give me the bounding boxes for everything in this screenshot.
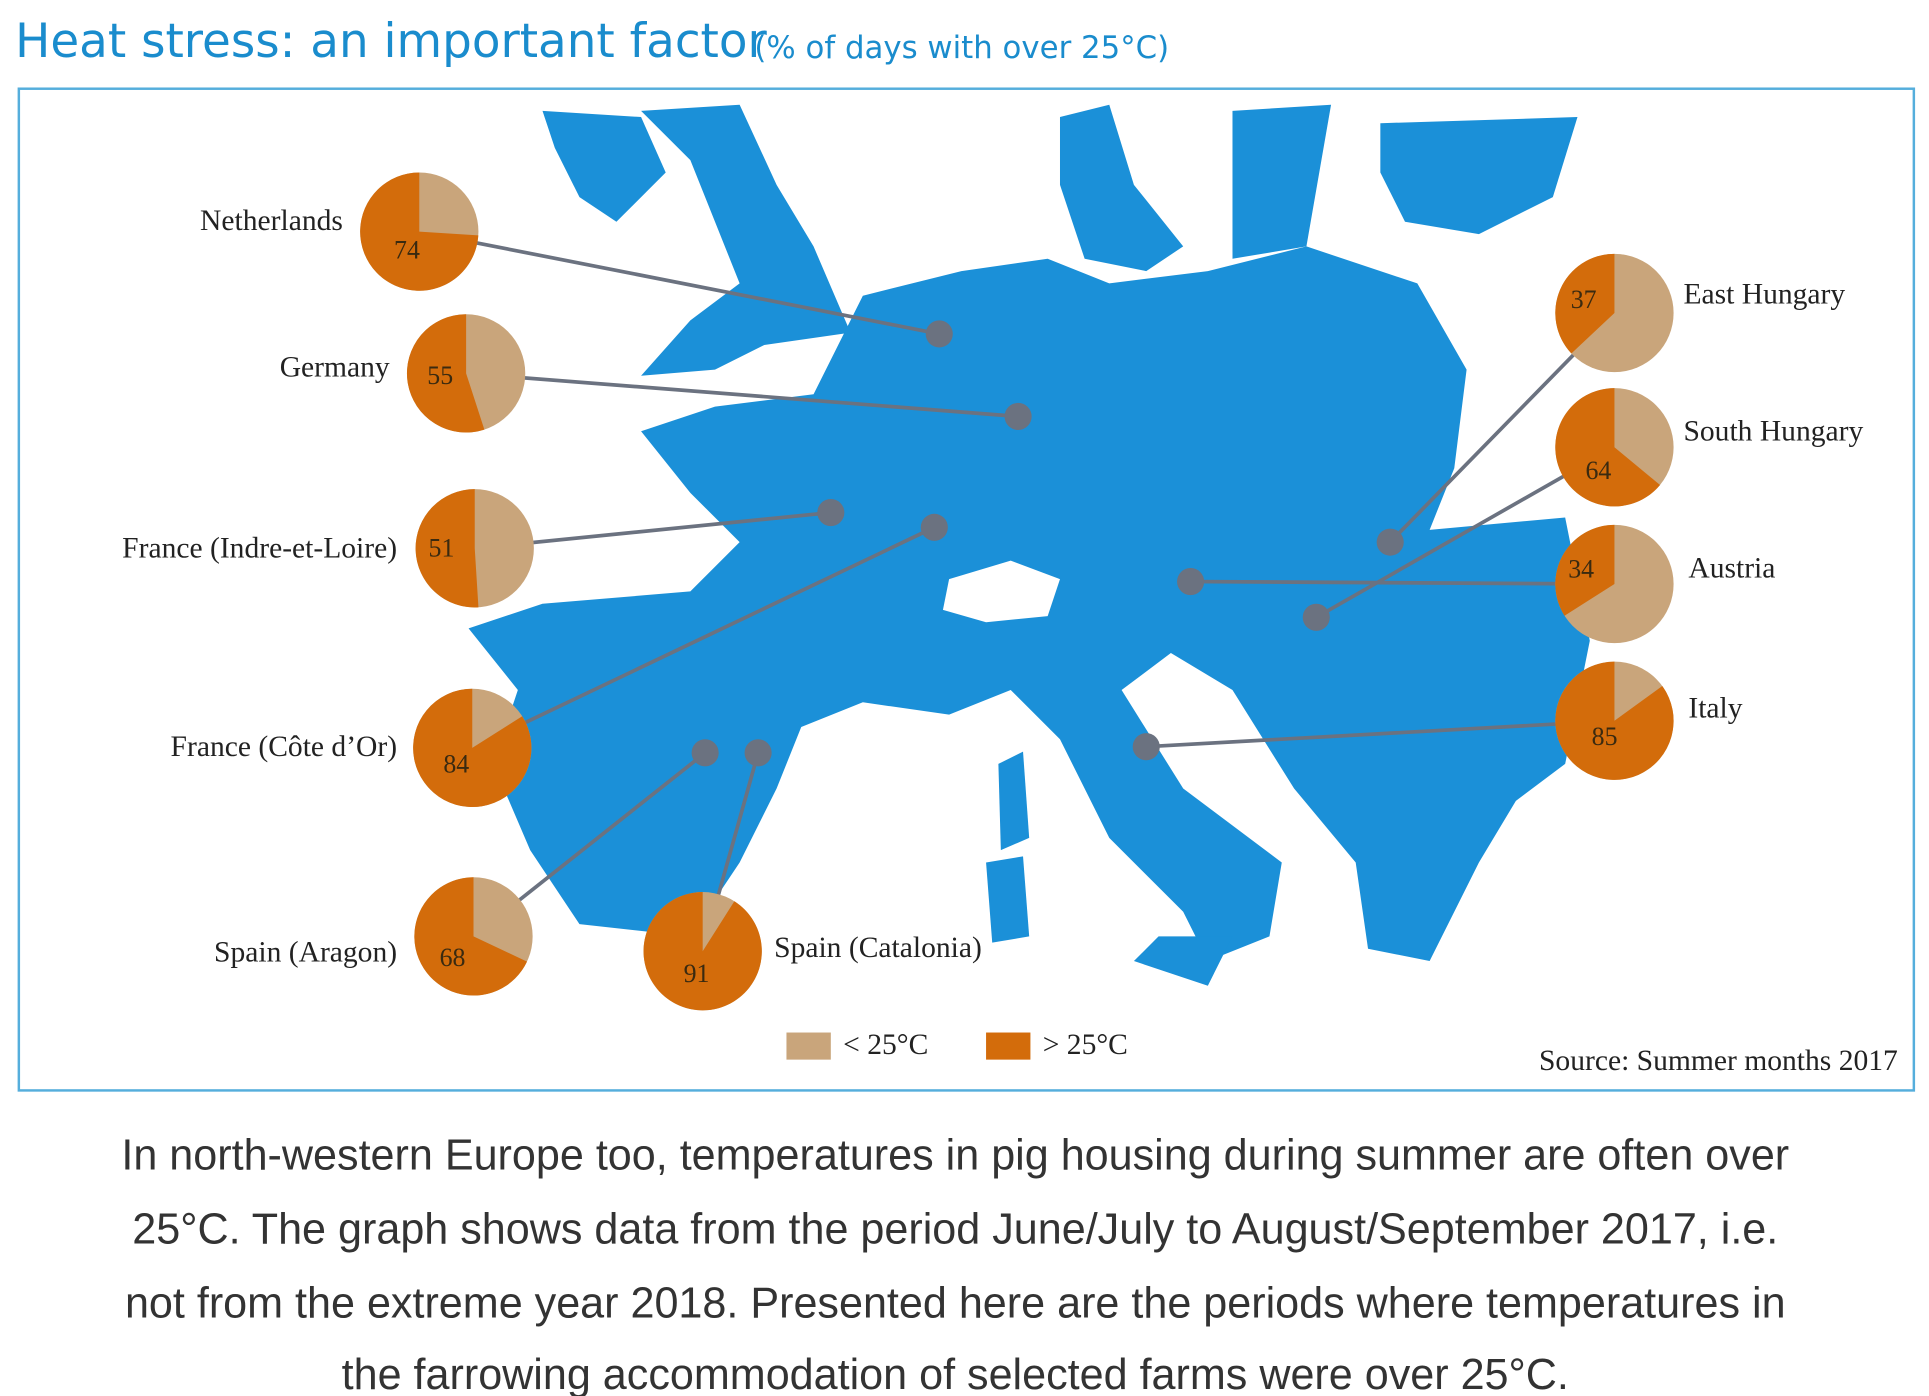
pie-label: France (Indre-et-Loire) bbox=[122, 533, 397, 565]
pie-value: 37 bbox=[1571, 285, 1597, 314]
pie-value: 51 bbox=[429, 534, 455, 563]
description-line: not from the extreme year 2018. Presente… bbox=[125, 1279, 1786, 1327]
chart-title: Heat stress: an important factor bbox=[15, 15, 767, 69]
map-dot bbox=[744, 739, 772, 767]
pie-value: 91 bbox=[684, 959, 710, 988]
pie-slice bbox=[360, 172, 479, 291]
pie-slice bbox=[414, 877, 528, 996]
pie-value: 55 bbox=[427, 361, 453, 390]
pie-value: 84 bbox=[443, 749, 469, 778]
legend: < 25°C > 25°C bbox=[786, 1029, 1128, 1061]
pie-value: 74 bbox=[394, 236, 420, 265]
map-dot bbox=[817, 499, 845, 527]
chart-subtitle: (% of days with over 25°C) bbox=[754, 30, 1169, 66]
legend-label: < 25°C bbox=[843, 1029, 928, 1061]
legend-swatch bbox=[786, 1032, 831, 1060]
map-dot bbox=[1004, 402, 1032, 431]
description-line: the farrowing accommodation of selected … bbox=[342, 1351, 1569, 1396]
map-dot bbox=[1376, 528, 1404, 556]
source: Source: Summer months 2017 bbox=[1539, 1045, 1898, 1077]
pie-label: Germany bbox=[280, 351, 390, 383]
pie-slice bbox=[413, 688, 532, 808]
description-line: 25°C. The graph shows data from the peri… bbox=[132, 1206, 1778, 1254]
pie-label: South Hungary bbox=[1683, 415, 1863, 447]
pie-slice bbox=[415, 489, 479, 608]
leader-line bbox=[474, 510, 831, 551]
pie-label: Spain (Catalonia) bbox=[774, 932, 982, 964]
map-dot bbox=[920, 513, 948, 541]
pie-value: 64 bbox=[1585, 456, 1611, 485]
pie-label: Austria bbox=[1688, 552, 1775, 584]
legend-swatch bbox=[986, 1032, 1031, 1060]
pie-label: Netherlands bbox=[200, 205, 343, 237]
leader-line bbox=[1190, 579, 1615, 586]
switzerland bbox=[942, 560, 1060, 623]
pie-slice bbox=[1555, 661, 1674, 780]
leader-line bbox=[471, 525, 936, 750]
pie-label: France (Côte d’Or) bbox=[171, 731, 398, 763]
description-line: In north-western Europe too, temperature… bbox=[121, 1132, 1789, 1180]
pie-label: Spain (Aragon) bbox=[214, 937, 397, 969]
map-dot bbox=[1132, 733, 1160, 761]
pie-label: East Hungary bbox=[1683, 279, 1845, 311]
pie-slice bbox=[1555, 388, 1661, 507]
pie-slice bbox=[643, 892, 762, 1011]
pie-slice bbox=[1555, 524, 1615, 616]
legend-label: > 25°C bbox=[1043, 1029, 1128, 1061]
map-dot bbox=[691, 739, 719, 767]
map-dot bbox=[1302, 603, 1330, 631]
pie-value: 68 bbox=[440, 943, 466, 972]
pie-value: 85 bbox=[1592, 722, 1618, 751]
map-dot bbox=[1177, 568, 1205, 596]
pie-value: 34 bbox=[1568, 555, 1594, 584]
map-dot bbox=[925, 320, 953, 348]
pie-label: Italy bbox=[1688, 693, 1742, 725]
leader-line bbox=[1146, 718, 1615, 749]
pie-slice bbox=[406, 314, 485, 433]
leader-line bbox=[465, 371, 1019, 419]
pie-slice bbox=[1555, 253, 1615, 354]
leader-line bbox=[418, 229, 940, 336]
